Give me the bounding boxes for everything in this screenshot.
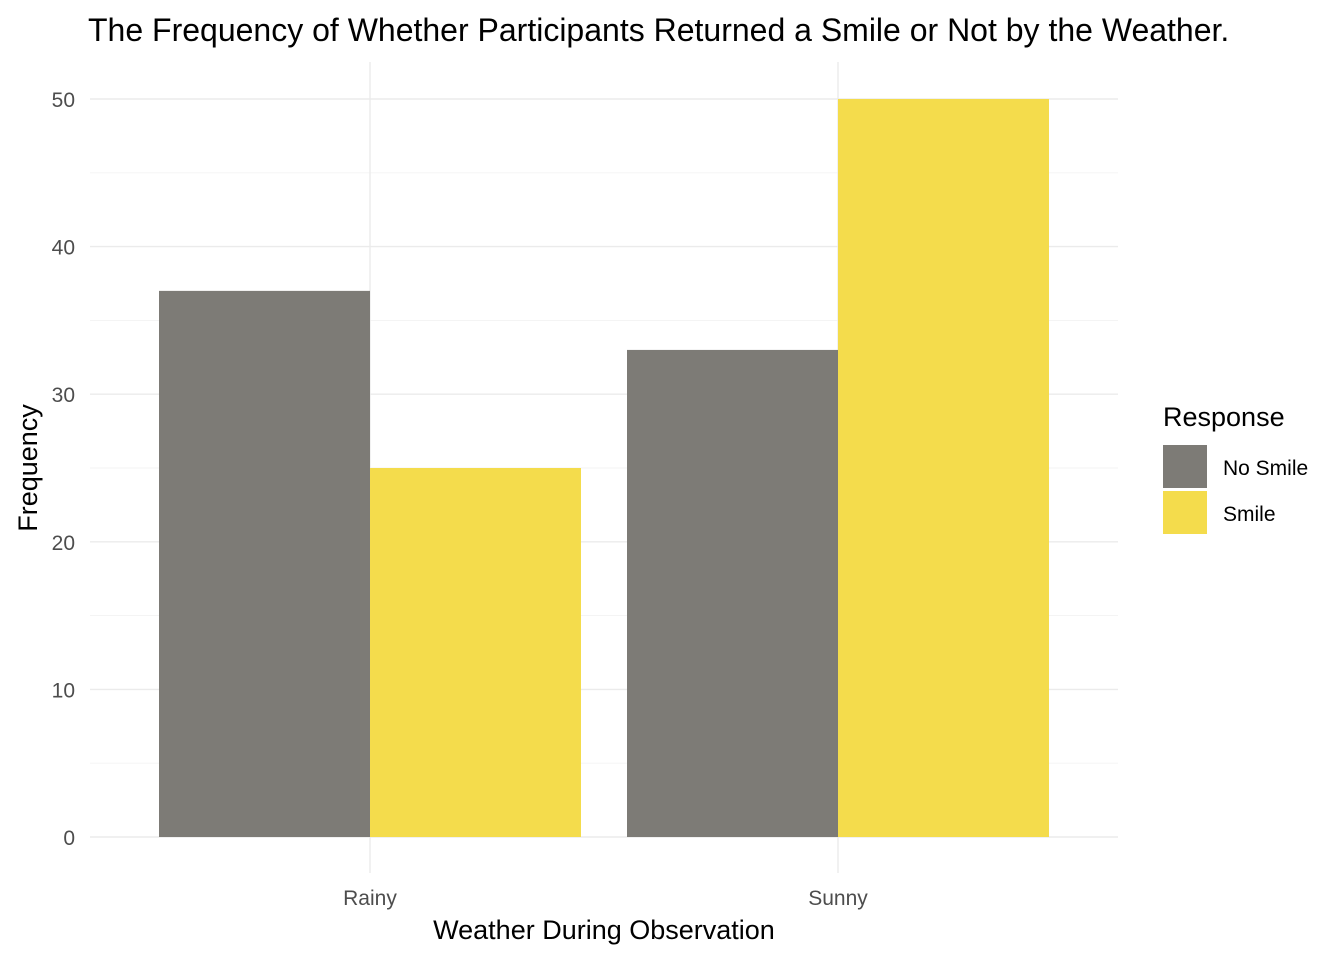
y-tick-label: 30 <box>52 384 75 407</box>
legend-title: Response <box>1163 402 1285 432</box>
bar-rainy-no-smile <box>159 290 370 837</box>
legend-label: No Smile <box>1223 457 1308 480</box>
x-axis-title: Weather During Observation <box>433 915 775 945</box>
y-tick-label: 10 <box>52 679 75 702</box>
y-tick-label: 50 <box>52 89 75 112</box>
y-tick-label: 0 <box>63 827 75 850</box>
x-tick-label: Sunny <box>808 887 868 910</box>
bar-sunny-smile <box>838 99 1049 837</box>
y-tick-label: 40 <box>52 237 75 260</box>
bar-sunny-no-smile <box>627 349 838 837</box>
legend-swatch-smile <box>1163 491 1207 534</box>
y-axis-ticks: 0 10 20 30 40 50 <box>52 89 75 850</box>
y-tick-label: 20 <box>52 532 75 555</box>
y-axis-title: Frequency <box>13 404 43 532</box>
x-tick-label: Rainy <box>343 887 397 910</box>
chart-title: The Frequency of Whether Participants Re… <box>88 12 1229 48</box>
bar-rainy-smile <box>370 468 581 837</box>
bars-layer <box>159 99 1049 837</box>
x-axis-ticks: Rainy Sunny <box>343 887 868 910</box>
legend-label: Smile <box>1223 503 1276 526</box>
legend: Response No Smile Smile <box>1163 402 1308 534</box>
legend-swatch-no-smile <box>1163 445 1207 488</box>
